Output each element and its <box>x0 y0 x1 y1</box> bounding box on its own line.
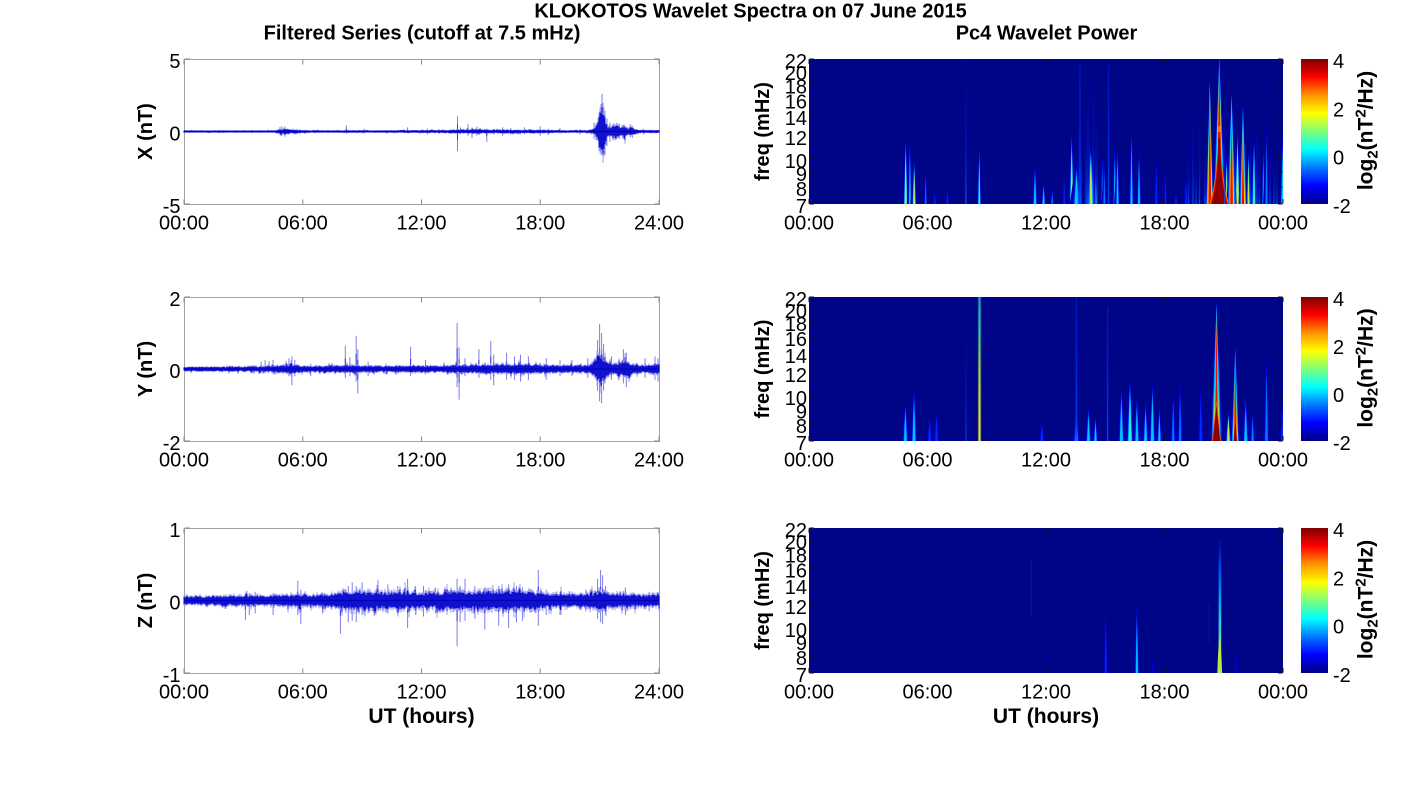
svg-text:-5: -5 <box>163 196 181 218</box>
svg-text:7: 7 <box>796 665 807 687</box>
svg-text:06:00: 06:00 <box>278 682 328 704</box>
svg-text:18:00: 18:00 <box>515 682 565 704</box>
svg-text:0: 0 <box>1333 385 1344 407</box>
svg-text:24:00: 24:00 <box>634 682 684 704</box>
svg-text:18: 18 <box>785 314 807 336</box>
svg-text:00:00: 00:00 <box>784 450 834 472</box>
svg-text:KLOKOTOS Wavelet Spectra on 07: KLOKOTOS Wavelet Spectra on 07 June 2015 <box>534 1 966 23</box>
svg-text:20: 20 <box>785 301 807 323</box>
svg-text:16: 16 <box>785 329 807 351</box>
svg-text:14: 14 <box>785 346 807 368</box>
svg-text:18:00: 18:00 <box>515 213 565 235</box>
svg-text:8: 8 <box>796 179 807 201</box>
svg-text:24:00: 24:00 <box>634 450 684 472</box>
svg-text:18: 18 <box>785 545 807 567</box>
svg-text:18:00: 18:00 <box>1139 682 1189 704</box>
svg-text:log2(nT2/Hz): log2(nT2/Hz) <box>1353 540 1382 659</box>
svg-text:9: 9 <box>796 401 807 423</box>
svg-text:06:00: 06:00 <box>902 682 952 704</box>
svg-text:10: 10 <box>785 151 807 173</box>
svg-text:2: 2 <box>1333 568 1344 590</box>
svg-text:2: 2 <box>1333 337 1344 359</box>
svg-text:Filtered Series (cutoff at 7.5: Filtered Series (cutoff at 7.5 mHz) <box>264 23 581 45</box>
svg-text:06:00: 06:00 <box>902 213 952 235</box>
svg-text:8: 8 <box>796 416 807 438</box>
svg-text:1: 1 <box>169 520 180 542</box>
svg-text:06:00: 06:00 <box>278 213 328 235</box>
svg-text:freq (mHz): freq (mHz) <box>752 82 774 181</box>
svg-text:16: 16 <box>785 91 807 113</box>
svg-text:4: 4 <box>1333 51 1344 73</box>
svg-text:9: 9 <box>796 164 807 186</box>
svg-text:-2: -2 <box>1333 433 1351 455</box>
svg-text:UT (hours): UT (hours) <box>993 705 1099 728</box>
svg-text:UT (hours): UT (hours) <box>368 705 474 728</box>
svg-text:18: 18 <box>785 76 807 98</box>
svg-text:18:00: 18:00 <box>1139 450 1189 472</box>
svg-text:12:00: 12:00 <box>396 682 446 704</box>
svg-text:10: 10 <box>785 388 807 410</box>
svg-text:12:00: 12:00 <box>1021 213 1071 235</box>
svg-text:0: 0 <box>169 124 180 146</box>
svg-text:5: 5 <box>169 51 180 73</box>
svg-text:00:00: 00:00 <box>1258 213 1308 235</box>
svg-text:freq (mHz): freq (mHz) <box>752 320 774 419</box>
svg-text:12: 12 <box>785 128 807 150</box>
svg-text:00:00: 00:00 <box>159 682 209 704</box>
svg-text:-2: -2 <box>1333 665 1351 687</box>
svg-text:Y (nT): Y (nT) <box>135 341 157 397</box>
svg-text:22: 22 <box>785 51 807 73</box>
svg-text:16: 16 <box>785 560 807 582</box>
svg-text:Pc4 Wavelet Power: Pc4 Wavelet Power <box>956 23 1138 45</box>
svg-text:log2(nT2/Hz): log2(nT2/Hz) <box>1353 308 1382 427</box>
svg-text:4: 4 <box>1333 520 1344 542</box>
svg-text:9: 9 <box>796 633 807 655</box>
svg-text:18:00: 18:00 <box>1139 213 1189 235</box>
svg-text:22: 22 <box>785 520 807 542</box>
svg-text:12: 12 <box>785 365 807 387</box>
svg-text:12:00: 12:00 <box>1021 450 1071 472</box>
svg-text:0: 0 <box>1333 617 1344 639</box>
svg-text:12:00: 12:00 <box>1021 682 1071 704</box>
svg-text:2: 2 <box>1333 99 1344 121</box>
svg-text:Z (nT): Z (nT) <box>135 573 157 629</box>
svg-text:4: 4 <box>1333 289 1344 311</box>
svg-text:06:00: 06:00 <box>278 450 328 472</box>
svg-text:0: 0 <box>169 361 180 383</box>
svg-text:18:00: 18:00 <box>515 450 565 472</box>
svg-text:20: 20 <box>785 532 807 554</box>
svg-text:12:00: 12:00 <box>396 450 446 472</box>
svg-text:14: 14 <box>785 108 807 130</box>
svg-text:-2: -2 <box>163 433 181 455</box>
svg-text:00:00: 00:00 <box>784 213 834 235</box>
svg-text:00:00: 00:00 <box>159 450 209 472</box>
svg-text:12: 12 <box>785 597 807 619</box>
svg-text:freq (mHz): freq (mHz) <box>752 551 774 650</box>
svg-text:8: 8 <box>796 648 807 670</box>
svg-text:14: 14 <box>785 577 807 599</box>
svg-text:20: 20 <box>785 63 807 85</box>
svg-text:X (nT): X (nT) <box>135 103 157 160</box>
svg-text:22: 22 <box>785 289 807 311</box>
svg-text:06:00: 06:00 <box>902 450 952 472</box>
svg-text:10: 10 <box>785 620 807 642</box>
svg-text:-1: -1 <box>163 665 181 687</box>
svg-text:log2(nT2/Hz): log2(nT2/Hz) <box>1353 71 1382 190</box>
svg-text:7: 7 <box>796 196 807 218</box>
svg-text:24:00: 24:00 <box>634 213 684 235</box>
svg-text:00:00: 00:00 <box>159 213 209 235</box>
svg-text:00:00: 00:00 <box>784 682 834 704</box>
svg-text:7: 7 <box>796 433 807 455</box>
svg-text:12:00: 12:00 <box>396 213 446 235</box>
svg-text:00:00: 00:00 <box>1258 682 1308 704</box>
svg-text:-2: -2 <box>1333 196 1351 218</box>
svg-text:0: 0 <box>169 593 180 615</box>
svg-text:0: 0 <box>1333 148 1344 170</box>
svg-text:00:00: 00:00 <box>1258 450 1308 472</box>
svg-text:2: 2 <box>169 289 180 311</box>
